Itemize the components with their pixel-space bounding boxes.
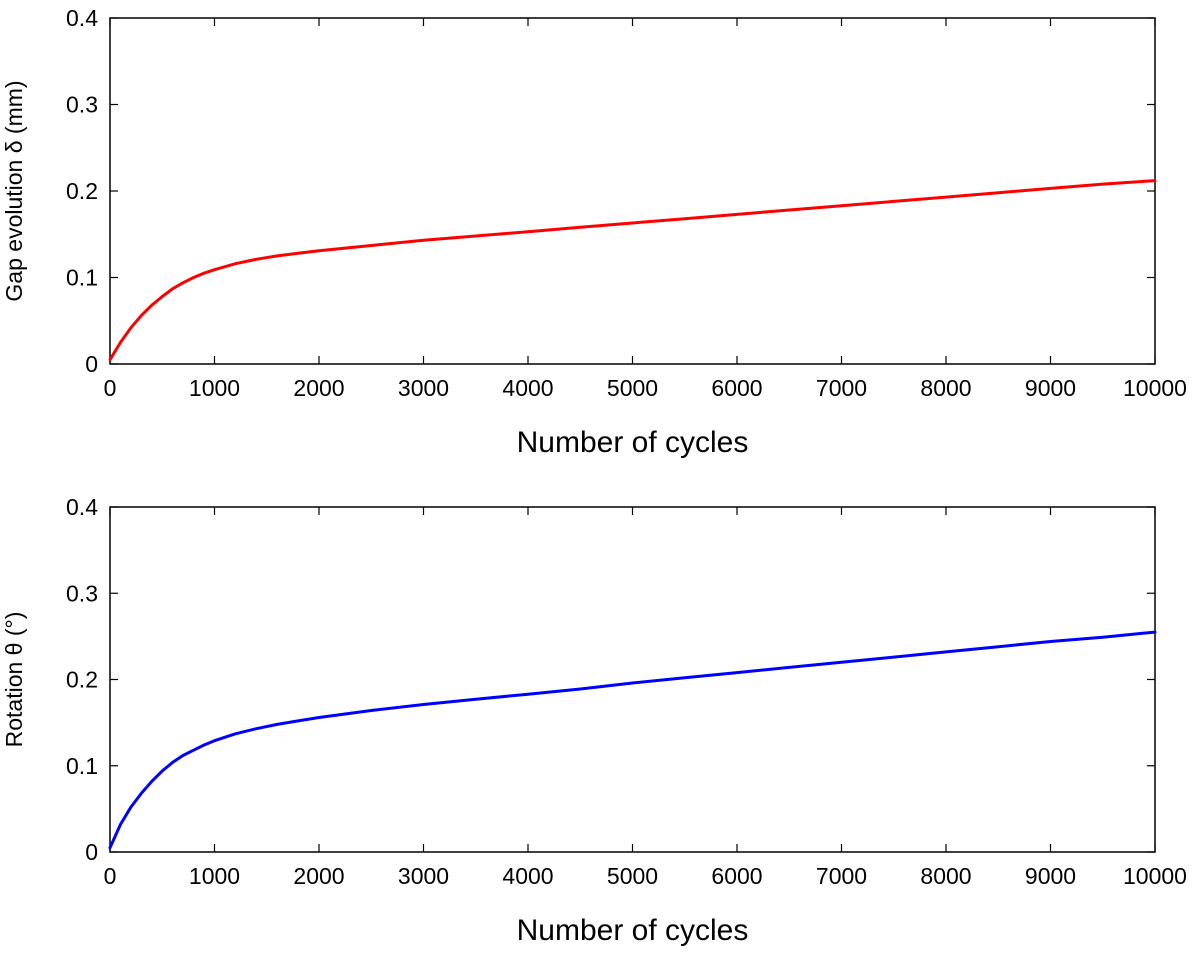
x-tick-label: 10000 — [1123, 863, 1187, 889]
x-tick-label: 9000 — [1025, 863, 1076, 889]
x-axis-label: Number of cycles — [517, 914, 749, 947]
y-tick-label: 0.4 — [66, 494, 98, 520]
plot-frame — [109, 506, 1156, 853]
y-tick-label: 0.3 — [66, 92, 98, 118]
x-tick-label: 5000 — [607, 375, 658, 401]
y-tick-label: 0.2 — [66, 178, 98, 204]
x-tick-label: 5000 — [607, 863, 658, 889]
x-tick-label: 9000 — [1025, 375, 1076, 401]
x-tick-label: 7000 — [816, 863, 867, 889]
x-tick-label: 2000 — [293, 375, 344, 401]
x-tick-label: 2000 — [293, 863, 344, 889]
x-tick-label: 3000 — [398, 375, 449, 401]
y-tick-label: 0.1 — [66, 753, 98, 779]
plot-frame — [109, 17, 1156, 365]
x-tick-label: 4000 — [502, 375, 553, 401]
x-axis-label: Number of cycles — [517, 426, 749, 459]
x-tick-label: 1000 — [189, 375, 240, 401]
x-tick-label: 8000 — [920, 863, 971, 889]
y-tick-label: 0.4 — [66, 5, 98, 31]
x-tick-label: 3000 — [398, 863, 449, 889]
series-line-1 — [108, 630, 1157, 850]
chart-1: 0 1000 2000 3000 4000 5000 6000 7000 8000 9000 100… — [1, 5, 1187, 459]
x-tick-label: 10000 — [1123, 375, 1187, 401]
x-tick-label: 8000 — [920, 375, 971, 401]
x-tick-label: 1000 — [189, 863, 240, 889]
series-line-1 — [108, 179, 1157, 362]
x-tick-label: 0 — [104, 375, 117, 401]
x-tick-label: 6000 — [711, 863, 762, 889]
y-tick-label: 0 — [85, 351, 98, 377]
chart-2: 0 1000 2000 3000 4000 5000 6000 7000 8000 9000 100… — [1, 494, 1187, 947]
y-tick-label: 0.3 — [66, 580, 98, 606]
x-tick-label: 0 — [104, 863, 117, 889]
x-tick-label: 6000 — [711, 375, 762, 401]
y-axis-label: Gap evolution δ (mm) — [1, 80, 27, 301]
y-tick-label: 0.2 — [66, 667, 98, 693]
y-tick-label: 0.1 — [66, 265, 98, 291]
x-tick-label: 7000 — [816, 375, 867, 401]
x-tick-label: 4000 — [502, 863, 553, 889]
y-axis-label: Rotation θ (°) — [1, 612, 27, 748]
y-tick-label: 0 — [85, 839, 98, 865]
